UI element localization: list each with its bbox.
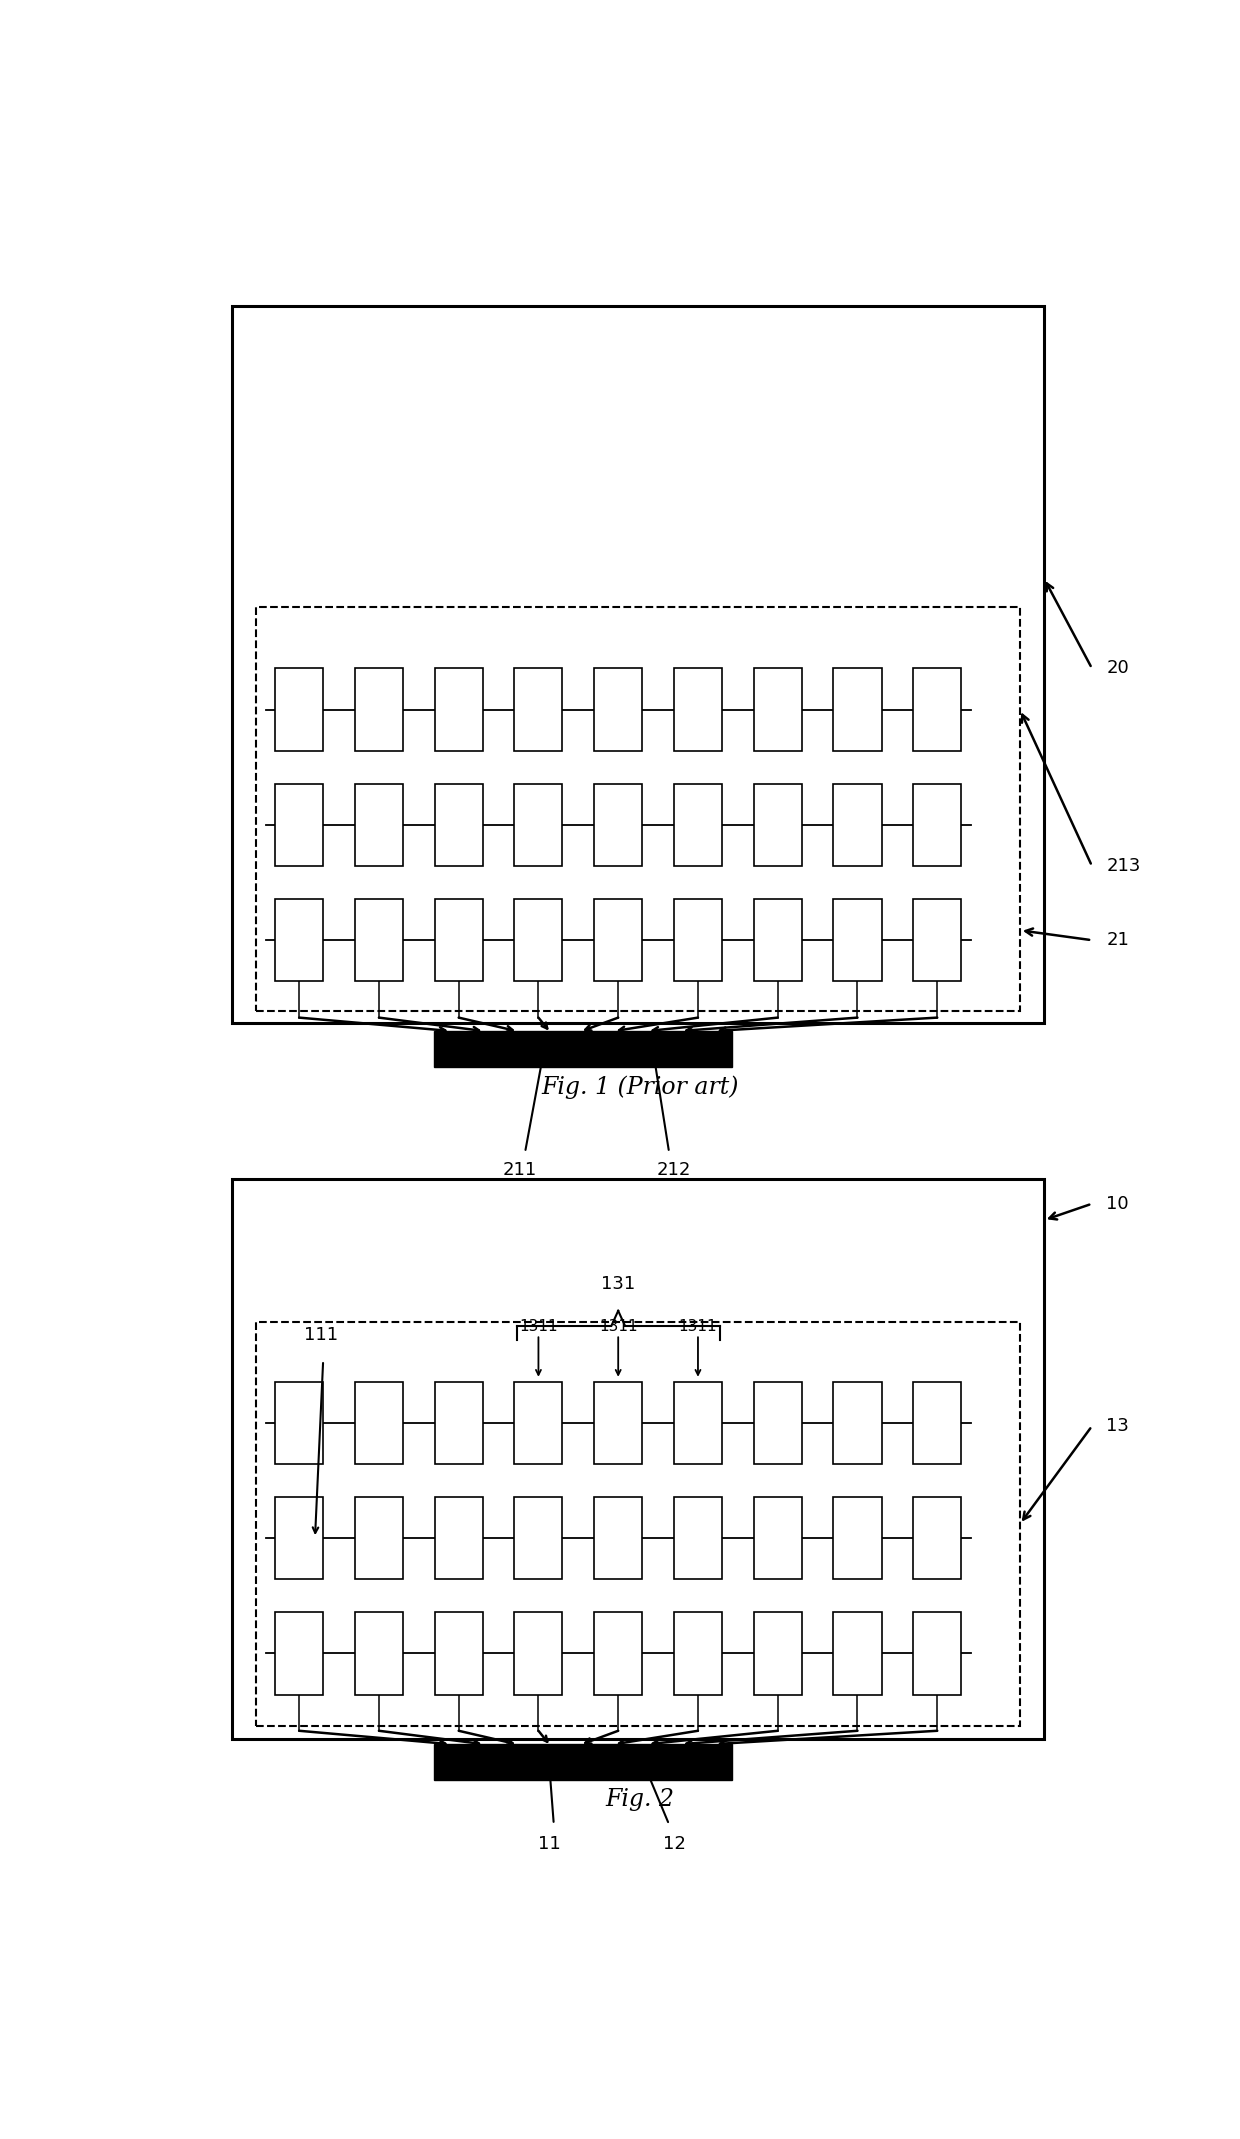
Bar (594, 898, 642, 982)
Bar (594, 667, 642, 751)
Bar (275, 1613, 324, 1694)
Bar (833, 1382, 882, 1463)
Bar (754, 667, 802, 751)
Bar (434, 1743, 732, 1780)
Bar (255, 1322, 1019, 1726)
Bar (515, 783, 563, 866)
Text: 111: 111 (304, 1326, 339, 1345)
Text: 213: 213 (1106, 858, 1141, 875)
Bar (435, 783, 482, 866)
Bar (754, 1497, 802, 1579)
Bar (594, 783, 642, 866)
Bar (435, 1613, 482, 1694)
Text: 20: 20 (1106, 659, 1130, 678)
Bar (754, 783, 802, 866)
Bar (833, 898, 882, 982)
Bar (754, 898, 802, 982)
Bar (913, 1613, 961, 1694)
Bar (255, 607, 1019, 1012)
Bar (435, 898, 482, 982)
Bar (232, 306, 1044, 1022)
Text: 1311: 1311 (520, 1320, 558, 1335)
Bar (594, 1497, 642, 1579)
Text: 13: 13 (1106, 1416, 1130, 1435)
Text: 11: 11 (538, 1835, 560, 1852)
Bar (355, 667, 403, 751)
Bar (434, 1031, 732, 1067)
Bar (833, 1497, 882, 1579)
Bar (275, 783, 324, 866)
Bar (675, 1382, 722, 1463)
Bar (275, 1382, 324, 1463)
Text: Fig. 2: Fig. 2 (606, 1788, 675, 1812)
Bar (275, 898, 324, 982)
Text: Fig. 1 (Prior art): Fig. 1 (Prior art) (542, 1076, 739, 1099)
Bar (435, 1497, 482, 1579)
Bar (675, 1613, 722, 1694)
Bar (355, 898, 403, 982)
Text: 211: 211 (503, 1161, 537, 1179)
Text: 1311: 1311 (678, 1320, 717, 1335)
Bar (515, 1382, 563, 1463)
Bar (913, 783, 961, 866)
Bar (275, 1497, 324, 1579)
Bar (594, 1382, 642, 1463)
Bar (913, 667, 961, 751)
Text: 131: 131 (601, 1275, 635, 1294)
Text: 21: 21 (1106, 930, 1130, 950)
Bar (435, 667, 482, 751)
Bar (515, 1497, 563, 1579)
Bar (515, 1613, 563, 1694)
Bar (913, 898, 961, 982)
Text: 212: 212 (657, 1161, 691, 1179)
Bar (833, 667, 882, 751)
Bar (355, 783, 403, 866)
Bar (675, 1497, 722, 1579)
Bar (675, 667, 722, 751)
Bar (594, 1613, 642, 1694)
Bar (515, 667, 563, 751)
Bar (355, 1613, 403, 1694)
Bar (232, 1179, 1044, 1739)
Text: 12: 12 (662, 1835, 686, 1852)
Bar (833, 783, 882, 866)
Bar (435, 1382, 482, 1463)
Bar (355, 1497, 403, 1579)
Text: 10: 10 (1106, 1196, 1128, 1213)
Bar (833, 1613, 882, 1694)
Bar (515, 898, 563, 982)
Bar (675, 898, 722, 982)
Bar (754, 1613, 802, 1694)
Bar (275, 667, 324, 751)
Bar (675, 783, 722, 866)
Text: 1311: 1311 (599, 1320, 637, 1335)
Bar (913, 1497, 961, 1579)
Bar (355, 1382, 403, 1463)
Bar (754, 1382, 802, 1463)
Bar (913, 1382, 961, 1463)
